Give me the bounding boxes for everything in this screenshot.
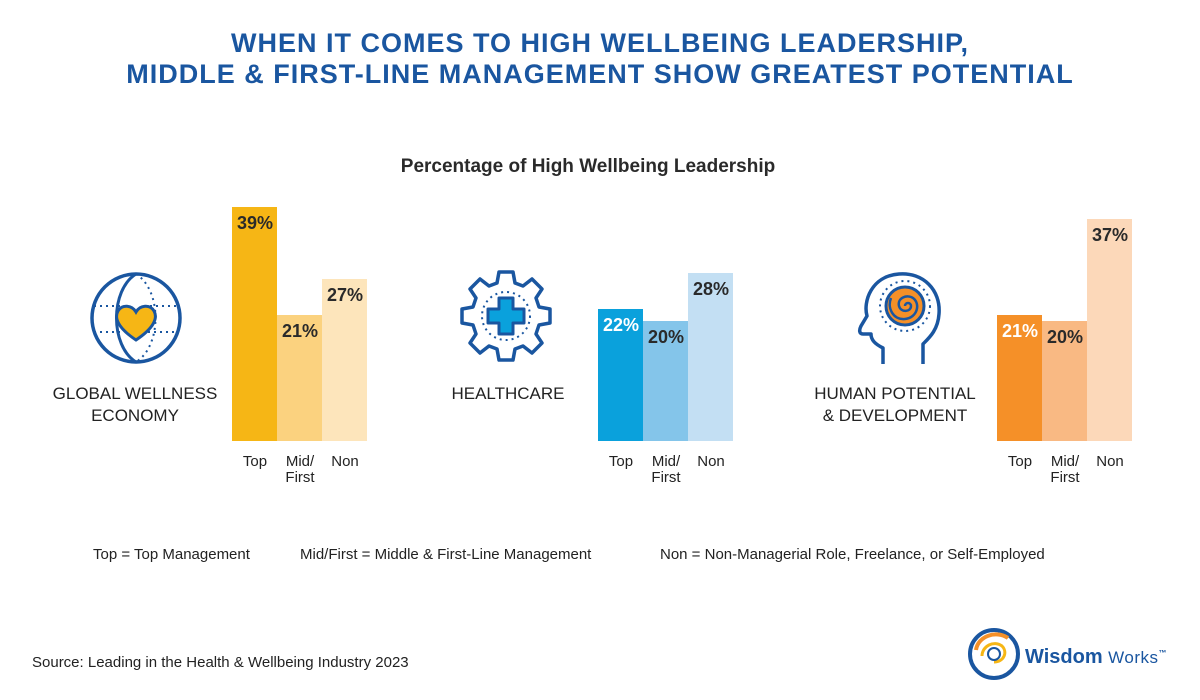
bar-g1-mid-first [277, 315, 322, 441]
gear-medical-cross-icon [460, 270, 552, 362]
value-label-g3-non: 37% [1091, 225, 1129, 245]
group-label-global-wellness: GLOBAL WELLNESS ECONOMY [52, 384, 218, 425]
bar-g1-non [322, 279, 367, 441]
bar-g3-top [997, 315, 1042, 441]
legend-non: Non = Non-Managerial Role, Freelance, or… [660, 546, 1045, 563]
category-label-g1-non: Non [331, 453, 359, 470]
category-label-g2-mid-first: Mid/First [651, 453, 681, 486]
category-label-g2-non: Non [697, 453, 725, 470]
bar-g2-mid-first [643, 321, 688, 441]
logo-word-2: Works [1108, 648, 1159, 667]
logo-word-1: Wisdom [1025, 646, 1103, 668]
title-line-1: WHEN IT COMES TO HIGH WELLBEING LEADERSH… [230, 28, 970, 58]
source-note: Source: Leading in the Health & Wellbein… [32, 654, 409, 671]
category-label-g1-top: Top [242, 453, 268, 470]
logo-trademark: ™ [1158, 648, 1167, 658]
bar-g3-non [1087, 219, 1132, 441]
page-title: WHEN IT COMES TO HIGH WELLBEING LEADERSH… [0, 28, 1200, 90]
bar-g2-top [598, 309, 643, 441]
category-label-g3-mid-first: Mid/First [1050, 453, 1080, 486]
value-label-g2-mid-first: 20% [647, 327, 685, 347]
group-label-human-potential: HUMAN POTENTIAL & DEVELOPMENT [814, 384, 976, 425]
category-label-g3-non: Non [1096, 453, 1124, 470]
category-label-g3-top: Top [1007, 453, 1033, 470]
category-label-g2-top: Top [608, 453, 634, 470]
bar-g2-non [688, 273, 733, 441]
chart-title: Percentage of High Wellbeing Leadership [400, 156, 776, 177]
value-label-g1-top: 39% [236, 213, 274, 233]
value-label-g1-non: 27% [326, 285, 364, 305]
category-label-g1-mid-first: Mid/First [285, 453, 315, 486]
group-label-healthcare: HEALTHCARE [451, 384, 565, 403]
legend-top: Top = Top Management [93, 546, 250, 563]
bar-g1-top [232, 207, 277, 441]
value-label-g2-top: 22% [602, 315, 640, 335]
legend-mid-first: Mid/First = Middle & First-Line Manageme… [300, 546, 592, 563]
value-label-g3-mid-first: 20% [1046, 327, 1084, 347]
wisdom-works-swirl-icon [968, 628, 1020, 680]
globe-heart-icon [90, 272, 182, 364]
logo-wordmark: Wisdom Works™ [1025, 646, 1167, 669]
value-label-g1-mid-first: 21% [281, 321, 319, 341]
value-label-g3-top: 21% [1001, 321, 1039, 341]
bar-g3-mid-first [1042, 321, 1087, 441]
value-label-g2-non: 28% [692, 279, 730, 299]
title-line-2: MIDDLE & FIRST-LINE MANAGEMENT SHOW GREA… [126, 59, 1074, 89]
head-spiral-icon [857, 272, 941, 364]
